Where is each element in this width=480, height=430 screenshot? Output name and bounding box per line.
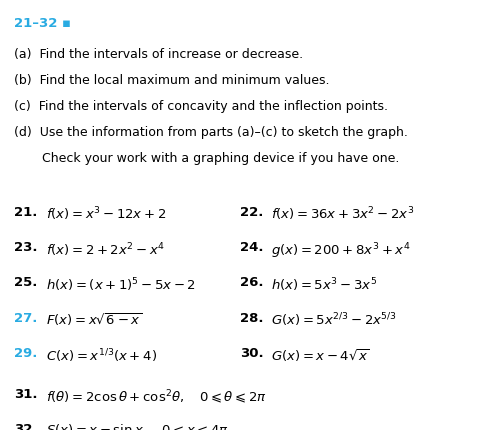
Text: Check your work with a graphing device if you have one.: Check your work with a graphing device i… xyxy=(14,151,400,164)
Text: (b)  Find the local maximum and minimum values.: (b) Find the local maximum and minimum v… xyxy=(14,74,330,87)
Text: $g(x) = 200 + 8x^3 + x^4$: $g(x) = 200 + 8x^3 + x^4$ xyxy=(271,240,411,260)
Text: 21–32 ▪: 21–32 ▪ xyxy=(14,17,72,30)
Text: (a)  Find the intervals of increase or decrease.: (a) Find the intervals of increase or de… xyxy=(14,48,303,61)
Text: $f(x) = 2 + 2x^2 - x^4$: $f(x) = 2 + 2x^2 - x^4$ xyxy=(46,240,165,258)
Text: $G(x) = 5x^{2/3} - 2x^{5/3}$: $G(x) = 5x^{2/3} - 2x^{5/3}$ xyxy=(271,311,397,329)
Text: (c)  Find the intervals of concavity and the inflection points.: (c) Find the intervals of concavity and … xyxy=(14,100,388,113)
Text: 26.: 26. xyxy=(240,276,264,289)
Text: 27.: 27. xyxy=(14,311,38,324)
Text: 25.: 25. xyxy=(14,276,38,289)
Text: $C(x) = x^{1/3}(x + 4)$: $C(x) = x^{1/3}(x + 4)$ xyxy=(46,346,156,364)
Text: $f(x) = 36x + 3x^2 - 2x^3$: $f(x) = 36x + 3x^2 - 2x^3$ xyxy=(271,205,415,223)
Text: $h(x) = (x + 1)^5 - 5x - 2$: $h(x) = (x + 1)^5 - 5x - 2$ xyxy=(46,276,196,293)
Text: (d)  Use the information from parts (a)–(c) to sketch the graph.: (d) Use the information from parts (a)–(… xyxy=(14,126,408,138)
Text: 29.: 29. xyxy=(14,346,38,359)
Text: $G(x) = x - 4\sqrt{x}$: $G(x) = x - 4\sqrt{x}$ xyxy=(271,346,370,363)
Text: $F(x) = x\sqrt{6-x}$: $F(x) = x\sqrt{6-x}$ xyxy=(46,311,142,328)
Text: 28.: 28. xyxy=(240,311,264,324)
Text: 32.: 32. xyxy=(14,422,38,430)
Text: $S(x) = x - \sin x, \quad 0 \leqslant x \leqslant 4\pi$: $S(x) = x - \sin x, \quad 0 \leqslant x … xyxy=(46,422,228,430)
Text: 24.: 24. xyxy=(240,240,264,253)
Text: $h(x) = 5x^3 - 3x^5$: $h(x) = 5x^3 - 3x^5$ xyxy=(271,276,377,293)
Text: 22.: 22. xyxy=(240,205,264,218)
Text: $f(x) = x^3 - 12x + 2$: $f(x) = x^3 - 12x + 2$ xyxy=(46,205,166,223)
Text: 23.: 23. xyxy=(14,240,38,253)
Text: 31.: 31. xyxy=(14,387,38,400)
Text: $f(\theta) = 2\cos\theta + \cos^2\!\theta, \quad 0 \leqslant \theta \leqslant 2\: $f(\theta) = 2\cos\theta + \cos^2\!\thet… xyxy=(46,387,266,405)
Text: 30.: 30. xyxy=(240,346,264,359)
Text: 21.: 21. xyxy=(14,205,38,218)
